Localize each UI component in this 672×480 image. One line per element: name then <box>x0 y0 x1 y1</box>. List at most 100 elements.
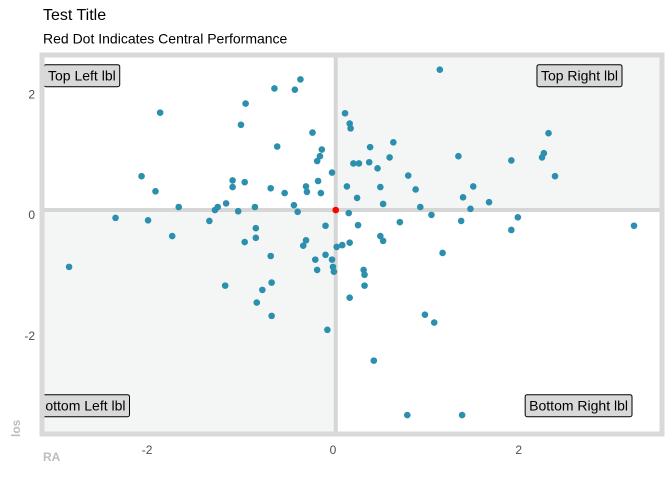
point <box>365 158 373 166</box>
point <box>390 138 397 146</box>
point <box>330 268 338 276</box>
point <box>346 239 353 246</box>
point <box>294 208 301 216</box>
point <box>341 109 349 117</box>
point <box>251 203 259 211</box>
point <box>469 183 477 190</box>
point <box>377 183 384 191</box>
point <box>222 200 230 207</box>
point <box>508 226 515 234</box>
y-tick-label: -2 <box>24 329 35 343</box>
point <box>343 183 351 190</box>
point <box>175 203 183 211</box>
point <box>421 311 429 318</box>
point <box>273 143 281 150</box>
point <box>297 76 304 83</box>
point <box>377 232 384 240</box>
point <box>366 143 374 151</box>
y-tick-label: 2 <box>28 87 35 101</box>
point <box>302 183 310 190</box>
point <box>281 189 288 197</box>
point <box>430 319 438 326</box>
quadrant-label: Top Left lbl <box>43 64 121 88</box>
point <box>333 243 340 251</box>
point <box>322 222 329 230</box>
chart-title: Test Title <box>43 7 106 24</box>
point <box>370 357 378 364</box>
point <box>252 224 260 232</box>
point <box>361 271 368 279</box>
point <box>457 217 465 225</box>
label-box <box>536 64 623 88</box>
label-box <box>524 394 633 418</box>
point <box>350 160 357 167</box>
point <box>138 172 145 180</box>
point <box>459 194 467 201</box>
point <box>485 198 493 206</box>
x-tick-label: 0 <box>330 443 337 457</box>
point <box>214 203 222 211</box>
point <box>630 222 638 230</box>
point <box>234 207 242 215</box>
point <box>540 149 548 157</box>
point <box>551 172 559 180</box>
point <box>221 282 229 289</box>
point <box>467 205 474 213</box>
point <box>309 129 316 136</box>
point <box>312 256 319 263</box>
quadrant-label: Bottom Right lbl <box>524 394 633 418</box>
point <box>318 146 326 153</box>
point <box>168 232 176 240</box>
point <box>508 157 515 164</box>
point <box>268 279 275 286</box>
point <box>514 213 522 221</box>
point <box>267 252 275 260</box>
x-axis-title: RA <box>43 450 61 464</box>
point <box>439 249 446 257</box>
center-point <box>332 206 340 214</box>
point <box>314 177 322 185</box>
point <box>303 188 311 196</box>
point <box>268 312 275 320</box>
point <box>345 209 353 217</box>
point <box>241 178 248 186</box>
point <box>403 411 411 419</box>
point <box>144 217 152 224</box>
point <box>347 125 354 132</box>
point <box>355 160 363 167</box>
point <box>156 109 164 116</box>
y-axis-title: los <box>9 419 23 437</box>
point <box>313 266 321 274</box>
point <box>152 187 159 195</box>
point <box>354 221 362 229</box>
chart-subtitle: Red Dot Indicates Central Performance <box>43 31 288 47</box>
point <box>404 172 412 179</box>
point <box>346 294 353 302</box>
point <box>436 66 444 74</box>
point <box>241 238 248 246</box>
quadrant-label-text: Top Right lbl <box>541 68 618 84</box>
point <box>328 256 336 263</box>
quadrant-label-text: Top Left lbl <box>48 68 116 84</box>
label-box <box>42 394 130 418</box>
quadrant-label: Top Right lbl <box>536 64 623 88</box>
panel: Top Left lbl Top Right lbl Bottom Left lbl… <box>36 57 660 432</box>
quadrant-label-text: Bottom Left lbl <box>36 398 126 414</box>
quadrant-label: Bottom Left lbl <box>36 394 130 418</box>
point <box>324 326 331 334</box>
point <box>291 86 299 93</box>
point <box>259 286 266 294</box>
point <box>316 152 324 160</box>
point <box>253 299 261 306</box>
point <box>412 186 419 193</box>
point <box>374 164 381 172</box>
point <box>545 129 552 137</box>
point <box>313 157 321 165</box>
point <box>416 203 424 211</box>
panel-frame <box>39 52 665 437</box>
point <box>396 218 404 226</box>
point <box>290 201 298 209</box>
point <box>317 189 325 197</box>
point <box>428 211 435 219</box>
